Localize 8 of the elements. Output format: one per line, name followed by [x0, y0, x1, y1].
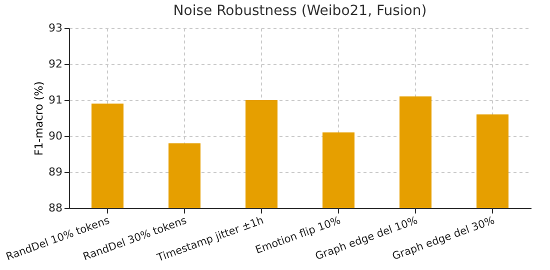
y-tick-label: 91	[48, 94, 62, 106]
y-axis-title: F1-macro (%)	[32, 81, 46, 156]
y-tick-label: 89	[48, 166, 62, 178]
y-tick-label: 90	[48, 130, 62, 142]
y-tick-label: 88	[48, 202, 62, 214]
y-tick-label: 92	[48, 58, 62, 70]
chart-title: Noise Robustness (Weibo21, Fusion)	[173, 3, 427, 19]
y-tick-label: 93	[48, 22, 62, 34]
